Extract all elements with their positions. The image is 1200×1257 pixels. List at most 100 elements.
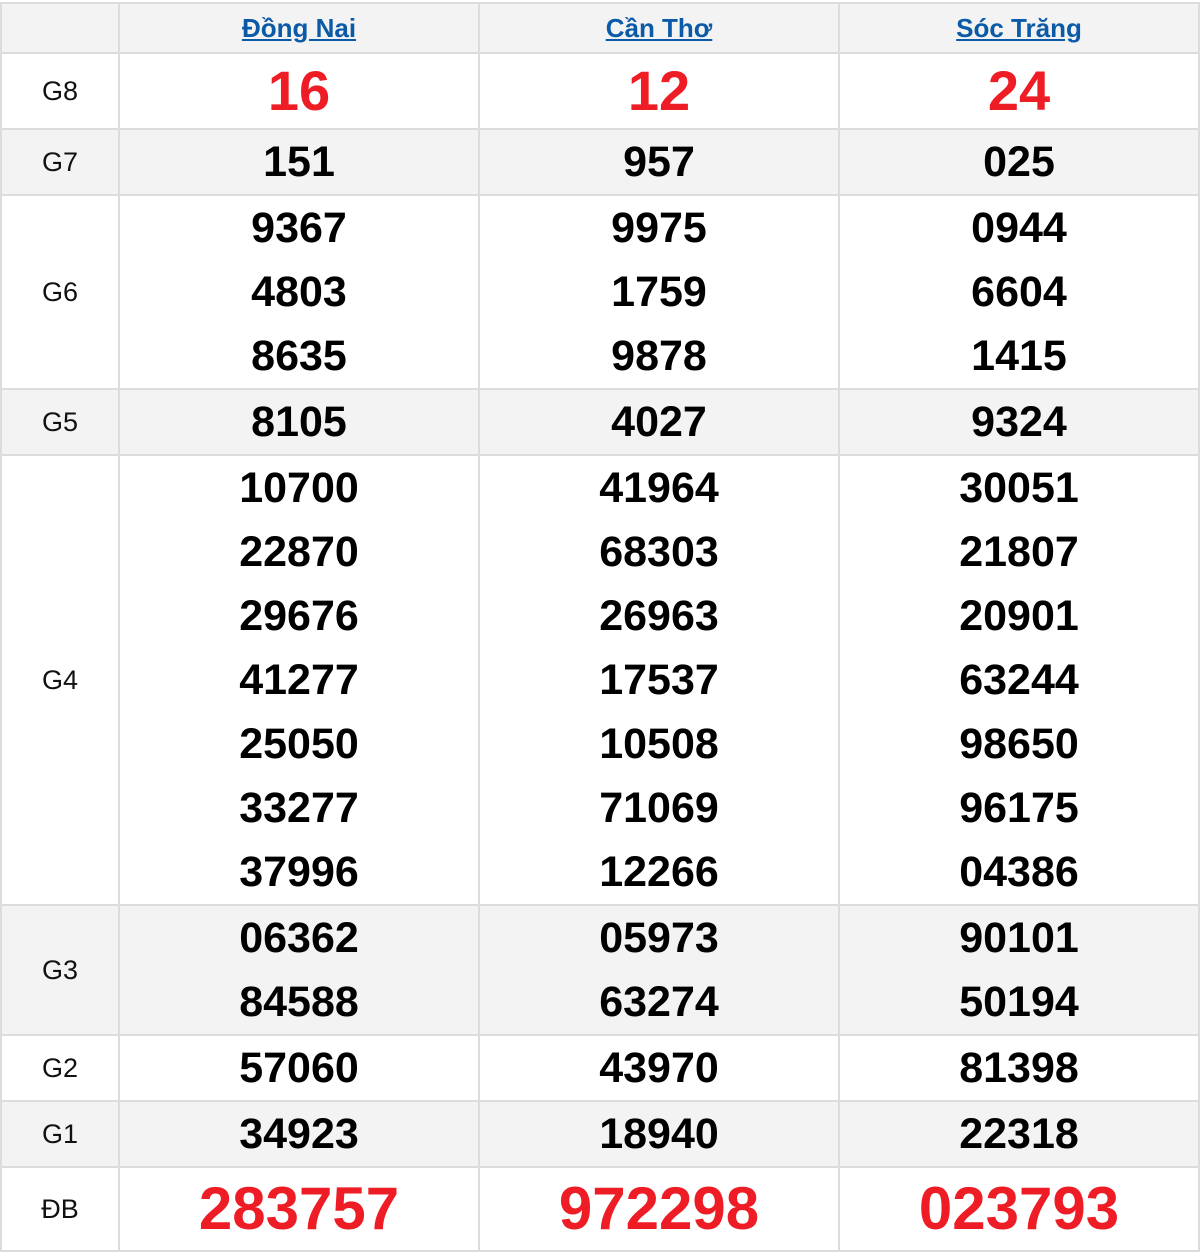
prize-cell: 9367 4803 8635 (118, 194, 480, 390)
prize-cell: 06362 84588 (118, 904, 480, 1036)
prize-number: 16 (267, 59, 331, 122)
prize-label: G5 (0, 388, 120, 456)
prize-number: 90101 (959, 914, 1079, 962)
prize-number: 6604 (971, 268, 1067, 316)
prize-row-g3: G3 06362 84588 05973 63274 90101 50194 (0, 904, 1200, 1036)
prize-number: 25050 (239, 720, 359, 768)
prize-number: 20901 (959, 592, 1079, 640)
prize-number: 41964 (599, 464, 719, 512)
prize-number: 10508 (599, 720, 719, 768)
prize-number: 96175 (959, 784, 1079, 832)
prize-number: 957 (623, 138, 695, 186)
prize-number: 05973 (599, 914, 719, 962)
prize-row-g1: G1 34923 18940 22318 (0, 1100, 1200, 1168)
prize-row-g7: G7 151 957 025 (0, 128, 1200, 196)
prize-number: 972298 (558, 1175, 760, 1242)
prize-number: 1415 (971, 332, 1067, 380)
prize-number: 18940 (599, 1110, 719, 1158)
prize-cell: 9324 (838, 388, 1200, 456)
prize-row-g5: G5 8105 4027 9324 (0, 388, 1200, 456)
prize-number: 8105 (251, 398, 347, 446)
prize-number: 68303 (599, 528, 719, 576)
prize-cell: 05973 63274 (478, 904, 840, 1036)
prize-row-g6: G6 9367 4803 8635 9975 1759 9878 0944 6604 1415 (0, 194, 1200, 390)
prize-number: 41277 (239, 656, 359, 704)
prize-number: 29676 (239, 592, 359, 640)
prize-cell: 957 (478, 128, 840, 196)
province-link-dong-nai[interactable]: Đồng Nai (241, 12, 357, 43)
prize-cell: 18940 (478, 1100, 840, 1168)
province-header: Cần Thơ (478, 2, 840, 54)
prize-number: 06362 (239, 914, 359, 962)
prize-number: 30051 (959, 464, 1079, 512)
prize-number: 33277 (239, 784, 359, 832)
prize-cell: 30051 21807 20901 63244 98650 96175 04386 (838, 454, 1200, 906)
province-header: Đồng Nai (118, 2, 480, 54)
prize-cell: 57060 (118, 1034, 480, 1102)
prize-label: G8 (0, 52, 120, 130)
prize-number: 81398 (959, 1044, 1079, 1092)
province-header: Sóc Trăng (838, 2, 1200, 54)
prize-label: G7 (0, 128, 120, 196)
prize-label: ĐB (0, 1166, 120, 1252)
prize-cell: 81398 (838, 1034, 1200, 1102)
prize-row-g4: G4 10700 22870 29676 41277 25050 33277 37996 419… (0, 454, 1200, 906)
prize-number: 151 (263, 138, 335, 186)
prize-cell: 025 (838, 128, 1200, 196)
prize-label: G6 (0, 194, 120, 390)
prize-number: 10700 (239, 464, 359, 512)
prize-cell: 16 (118, 52, 480, 130)
prize-cell: 10700 22870 29676 41277 25050 33277 37996 (118, 454, 480, 906)
prize-cell: 34923 (118, 1100, 480, 1168)
prize-number: 04386 (959, 848, 1079, 896)
province-link-can-tho[interactable]: Cần Thơ (605, 12, 713, 43)
prize-number: 43970 (599, 1044, 719, 1092)
prize-row-g2: G2 57060 43970 81398 (0, 1034, 1200, 1102)
prize-number: 8635 (251, 332, 347, 380)
prize-number: 84588 (239, 978, 359, 1026)
prize-number: 50194 (959, 978, 1079, 1026)
prize-cell: 12 (478, 52, 840, 130)
prize-number: 24 (987, 59, 1051, 122)
prize-number: 22870 (239, 528, 359, 576)
prize-cell: 41964 68303 26963 17537 10508 71069 12266 (478, 454, 840, 906)
prize-number: 26963 (599, 592, 719, 640)
prize-number: 12266 (599, 848, 719, 896)
prize-number: 71069 (599, 784, 719, 832)
prize-number: 63274 (599, 978, 719, 1026)
prize-number: 34923 (239, 1110, 359, 1158)
prize-number: 4803 (251, 268, 347, 316)
prize-cell: 9975 1759 9878 (478, 194, 840, 390)
prize-label: G4 (0, 454, 120, 906)
prize-number: 98650 (959, 720, 1079, 768)
prize-number: 9975 (611, 204, 707, 252)
prize-cell: 43970 (478, 1034, 840, 1102)
prize-number: 17537 (599, 656, 719, 704)
province-link-soc-trang[interactable]: Sóc Trăng (956, 12, 1082, 43)
prize-cell: 023793 (838, 1166, 1200, 1252)
prize-number: 025 (983, 138, 1055, 186)
prize-number: 22318 (959, 1110, 1079, 1158)
prize-number: 9878 (611, 332, 707, 380)
prize-cell: 22318 (838, 1100, 1200, 1168)
prize-number: 12 (627, 59, 691, 122)
prize-number: 0944 (971, 204, 1067, 252)
prize-number: 9324 (971, 398, 1067, 446)
prize-cell: 972298 (478, 1166, 840, 1252)
prize-row-g8: G8 16 12 24 (0, 52, 1200, 130)
prize-number: 21807 (959, 528, 1079, 576)
prize-row-đb: ĐB 283757 972298 023793 (0, 1166, 1200, 1252)
prize-cell: 24 (838, 52, 1200, 130)
prize-cell: 0944 6604 1415 (838, 194, 1200, 390)
prize-cell: 151 (118, 128, 480, 196)
corner-cell (0, 2, 120, 54)
prize-cell: 283757 (118, 1166, 480, 1252)
prize-number: 4027 (611, 398, 707, 446)
prize-label: G3 (0, 904, 120, 1036)
prize-number: 57060 (239, 1044, 359, 1092)
prize-cell: 90101 50194 (838, 904, 1200, 1036)
prize-number: 023793 (918, 1175, 1120, 1242)
header-row: Đồng Nai Cần Thơ Sóc Trăng (0, 2, 1200, 54)
prize-cell: 4027 (478, 388, 840, 456)
prize-number: 63244 (959, 656, 1079, 704)
